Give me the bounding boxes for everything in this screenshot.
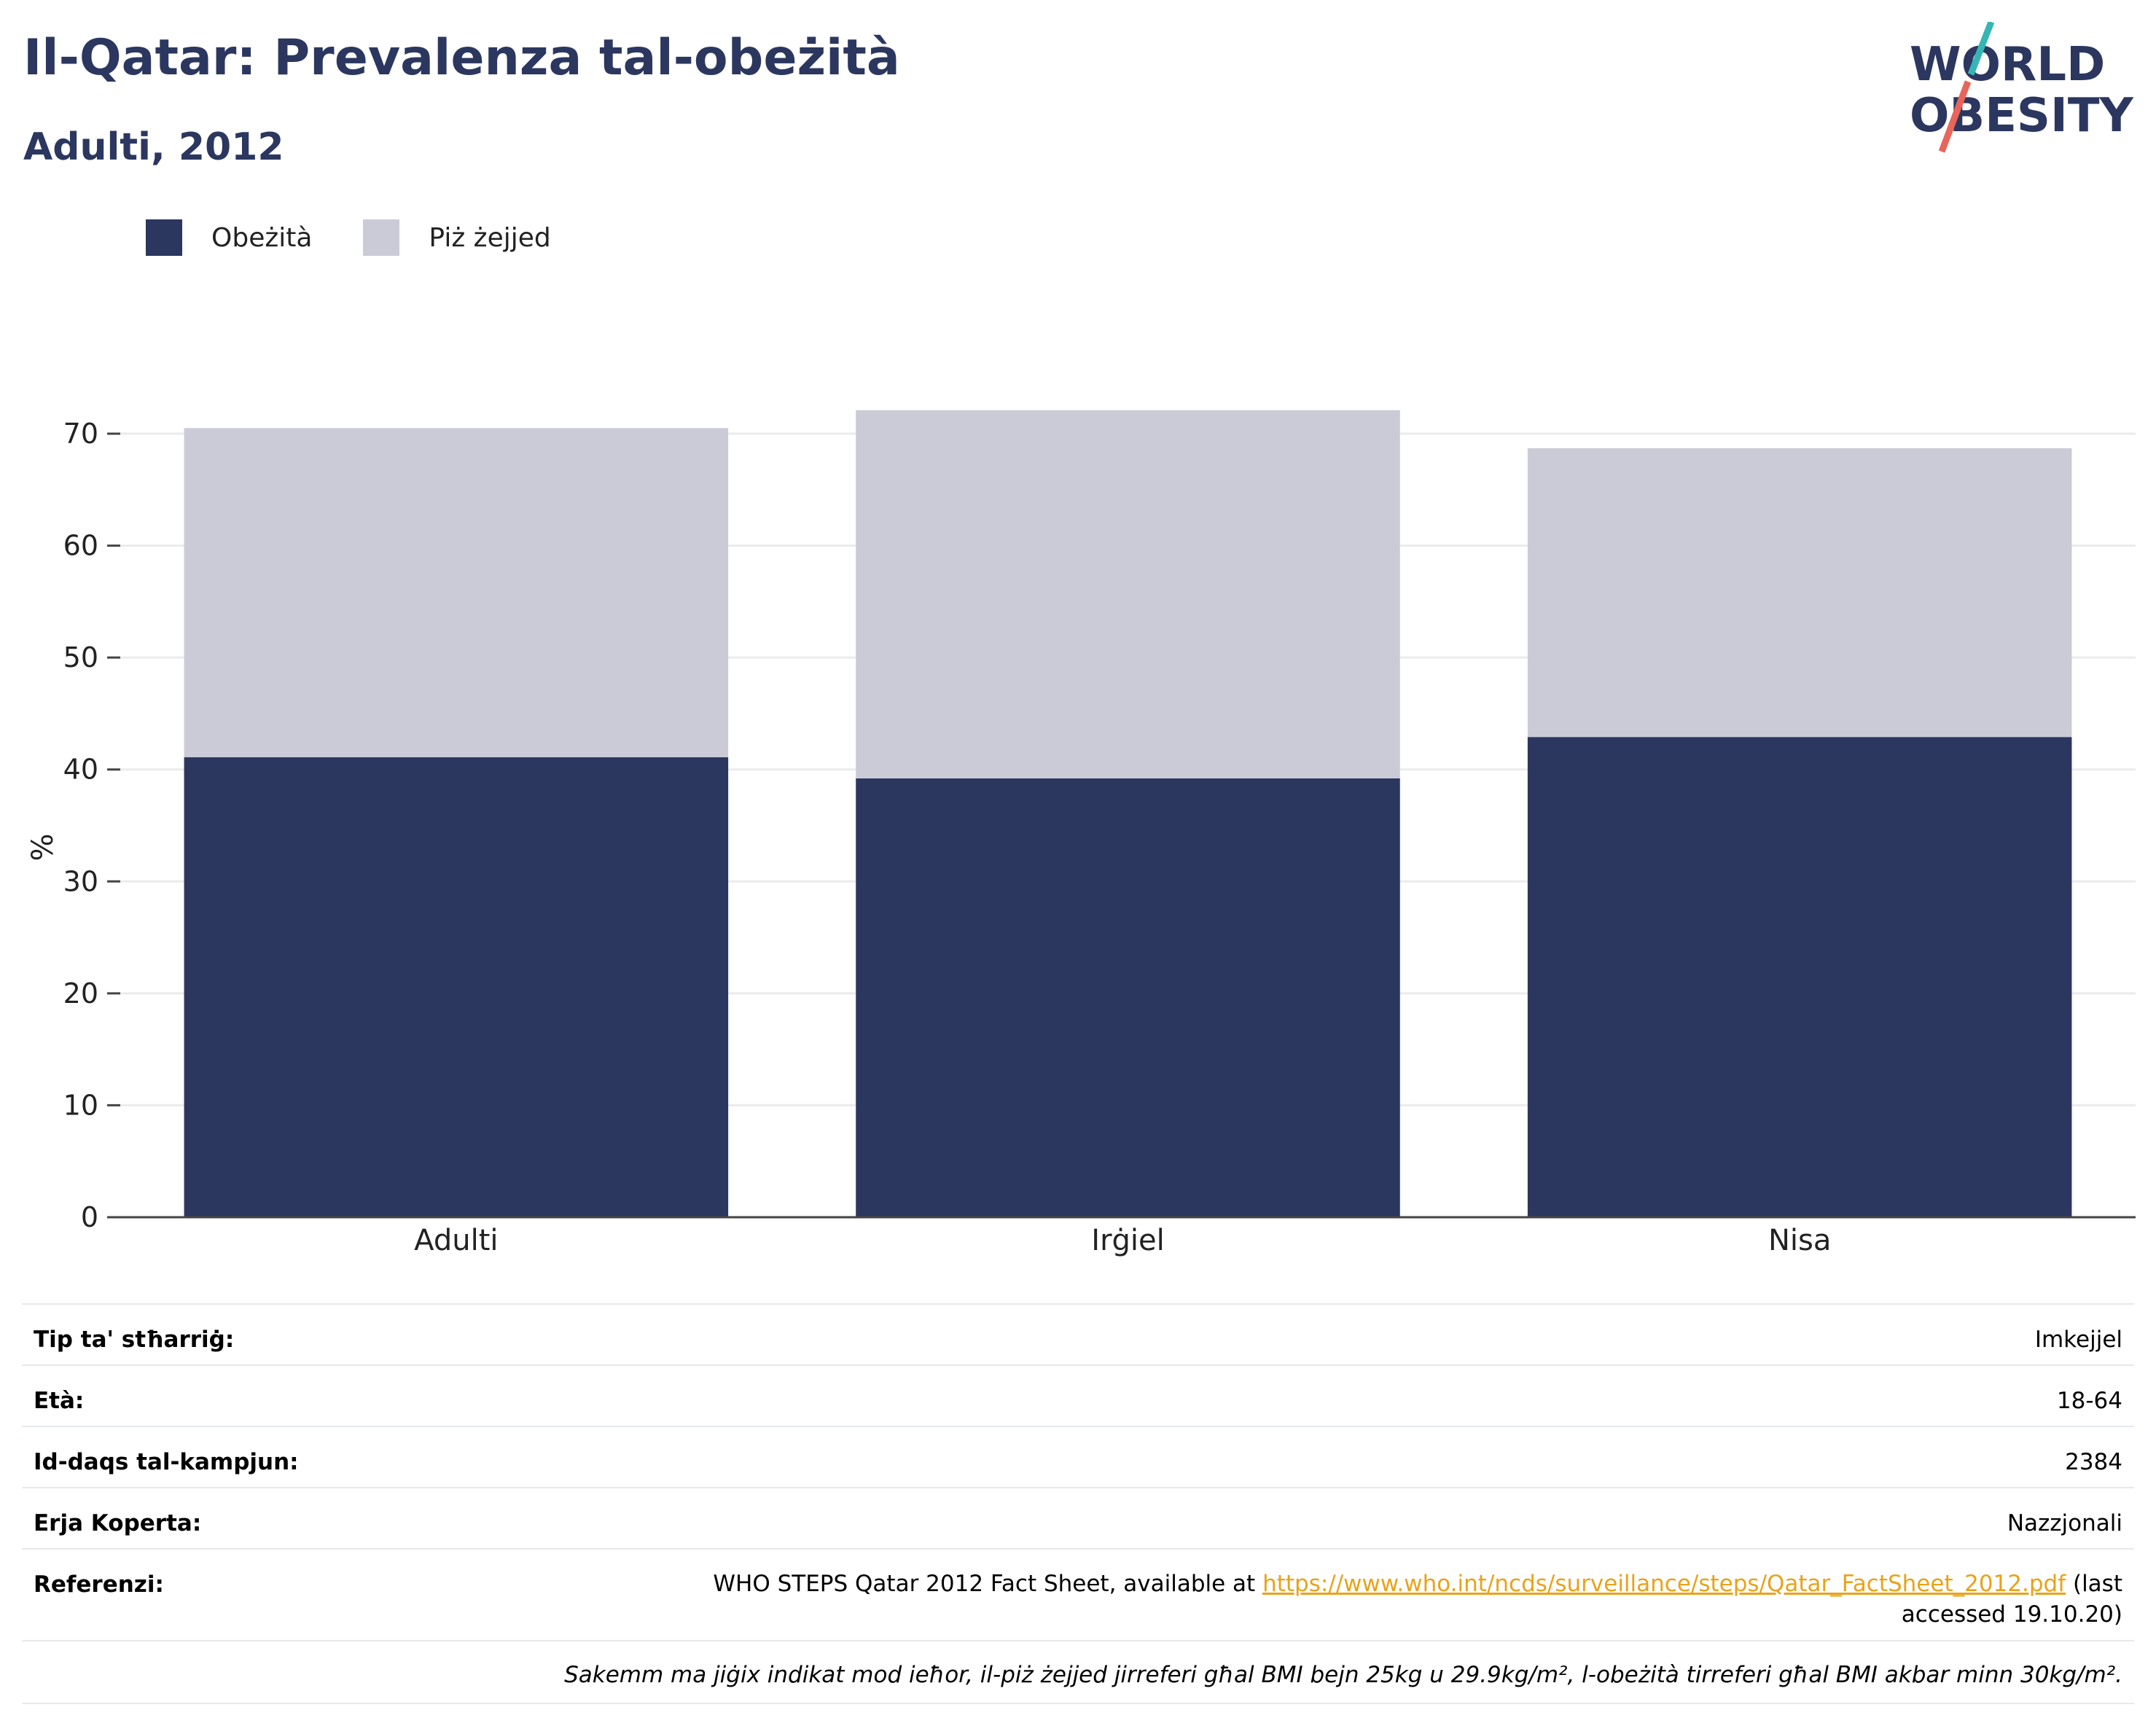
legend-label-overweight: Piż żejjed <box>429 222 551 253</box>
bar-overweight-1[interactable] <box>856 410 1400 778</box>
bar-obesity-2[interactable] <box>1527 737 2072 1217</box>
chart-legend: Obeżità Piż żejjed <box>146 216 602 259</box>
y-tick-label: 10 <box>63 1089 98 1121</box>
legend-item-overweight[interactable]: Piż żejjed <box>363 219 551 256</box>
logo-line1: WORLD <box>1910 38 2105 92</box>
info-row-survey-type: Tip ta' stħarriġ: Imkejjel <box>22 1305 2134 1366</box>
bar-overweight-2[interactable] <box>1527 448 2072 738</box>
page-title: Il-Qatar: Prevalenza tal-obeżità <box>23 29 900 87</box>
info-row-references: Referenzi: WHO STEPS Qatar 2012 Fact She… <box>22 1550 2134 1641</box>
reference-text-after: (last accessed 19.10.20) <box>1901 1571 2122 1628</box>
info-label: Erja Koperta: <box>34 1510 202 1536</box>
info-label: Referenzi: <box>34 1571 164 1598</box>
survey-info-table: Tip ta' stħarriġ: Imkejjel Età: 18-64 Id… <box>22 1303 2134 1704</box>
bar-obesity-1[interactable] <box>856 778 1400 1217</box>
info-row-area-covered: Erja Koperta: Nazzjonali <box>22 1488 2134 1550</box>
info-label: Id-daqs tal-kampjun: <box>34 1449 299 1475</box>
info-value: 18-64 <box>2056 1388 2122 1414</box>
legend-label-obesity: Obeżità <box>211 222 313 253</box>
info-value: Imkejjel <box>2034 1327 2122 1353</box>
logo-slash-top <box>1967 22 1995 76</box>
info-label: Età: <box>34 1388 85 1414</box>
legend-swatch-obesity <box>146 219 182 256</box>
reference-link[interactable]: https://www.who.int/ncds/surveillance/st… <box>1262 1571 2066 1597</box>
logo-line2: OBESITY <box>1910 89 2133 143</box>
reference-text-before: WHO STEPS Qatar 2012 Fact Sheet, availab… <box>713 1571 1263 1597</box>
info-value: Nazzjonali <box>2007 1510 2122 1536</box>
y-axis-label: % <box>26 833 60 861</box>
chart-axes: 0 10 20 30 40 50 60 70% Adulti Irġiel Nisa <box>26 418 2136 1257</box>
x-category-label: Adulti <box>414 1224 498 1257</box>
chart-bars <box>184 410 2072 1217</box>
info-label: Tip ta' stħarriġ: <box>34 1327 235 1353</box>
y-tick-label: 30 <box>63 865 98 897</box>
info-row-sample-size: Id-daqs tal-kampjun: 2384 <box>22 1427 2134 1488</box>
y-tick-label: 50 <box>63 641 98 673</box>
bar-overweight-0[interactable] <box>184 428 729 757</box>
y-tick-label: 60 <box>63 530 98 562</box>
x-category-label: Irġiel <box>1091 1224 1164 1257</box>
bmi-definition-note: Sakemm ma jiġix indikat mod ieħor, il-pi… <box>22 1641 2134 1704</box>
info-row-age: Età: 18-64 <box>22 1366 2134 1427</box>
legend-item-obesity[interactable]: Obeżità <box>146 219 312 256</box>
y-tick-label: 20 <box>63 977 98 1009</box>
bar-obesity-0[interactable] <box>184 757 729 1217</box>
y-tick-label: 0 <box>81 1201 98 1233</box>
stacked-bar-chart: 0 10 20 30 40 50 60 70% Adulti Irġiel Nisa <box>26 410 2136 1257</box>
x-category-label: Nisa <box>1768 1224 1831 1257</box>
reference-text: WHO STEPS Qatar 2012 Fact Sheet, availab… <box>665 1569 2122 1630</box>
page-subtitle: Adulti, 2012 <box>23 125 284 169</box>
info-value: 2384 <box>2065 1449 2122 1475</box>
logo-slash-bottom <box>1938 80 1972 153</box>
legend-swatch-overweight <box>363 219 400 256</box>
y-tick-label: 40 <box>63 754 98 786</box>
world-obesity-logo: WORLD OBESITY <box>1910 22 2133 153</box>
y-tick-label: 70 <box>63 418 98 450</box>
